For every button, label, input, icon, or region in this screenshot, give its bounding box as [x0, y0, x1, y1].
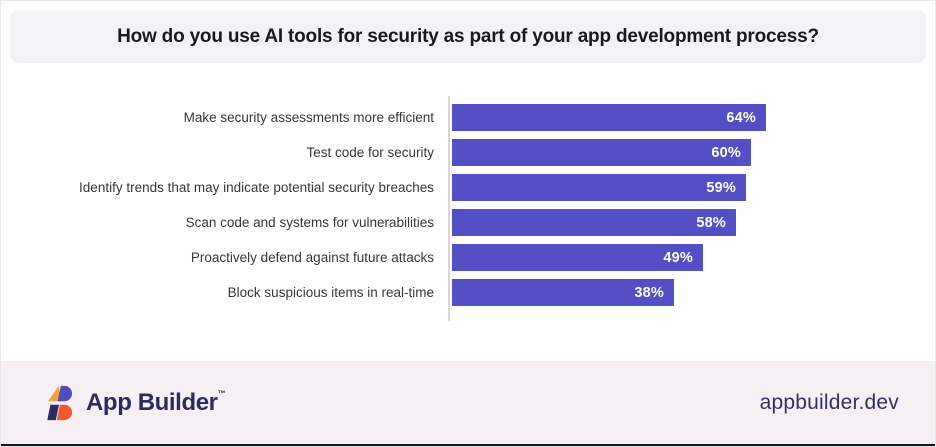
bar-chart: Make security assessments more efficient… — [1, 63, 935, 363]
bar-row: Scan code and systems for vulnerabilitie… — [1, 209, 935, 236]
bar-value-label: 64% — [726, 109, 756, 126]
bar: 38% — [452, 279, 674, 306]
bar-chart-rows: Make security assessments more efficient… — [1, 104, 935, 306]
bar: 49% — [452, 244, 703, 271]
bar-row-label: Identify trends that may indicate potent… — [79, 180, 434, 195]
bar-row-label: Scan code and systems for vulnerabilitie… — [185, 215, 434, 230]
page-title: How do you use AI tools for security as … — [117, 25, 819, 47]
bar-row-label: Make security assessments more efficient — [183, 110, 434, 125]
bar-row: Block suspicious items in real-time 38% — [1, 279, 935, 306]
bar-value-label: 59% — [706, 179, 736, 196]
bar-value-label: 49% — [663, 249, 693, 266]
footer-bar: App Builder™ appbuilder.dev — [1, 361, 935, 444]
bar: 59% — [452, 174, 746, 201]
bar-row-label: Test code for security — [306, 145, 434, 160]
bar-row: Proactively defend against future attack… — [1, 244, 935, 271]
trademark-symbol: ™ — [217, 388, 226, 398]
brand-name: App Builder™ — [86, 388, 226, 416]
bar-row-label: Block suspicious items in real-time — [227, 285, 434, 300]
brand-logo: App Builder™ — [45, 383, 226, 423]
bar-row: Test code for security 60% — [1, 139, 935, 166]
title-bar: How do you use AI tools for security as … — [10, 10, 926, 63]
bar: 64% — [452, 104, 766, 131]
bar-value-label: 58% — [696, 214, 726, 231]
website-url: appbuilder.dev — [759, 390, 899, 414]
app-builder-logo-icon — [47, 385, 73, 420]
bar: 58% — [452, 209, 736, 236]
bar-row-label: Proactively defend against future attack… — [190, 250, 434, 265]
chart-axis-line — [448, 96, 450, 321]
bar-row: Make security assessments more efficient… — [1, 104, 935, 131]
bar: 60% — [452, 139, 751, 166]
bar-value-label: 60% — [711, 144, 741, 161]
bar-value-label: 38% — [634, 284, 664, 301]
bar-row: Identify trends that may indicate potent… — [1, 174, 935, 201]
